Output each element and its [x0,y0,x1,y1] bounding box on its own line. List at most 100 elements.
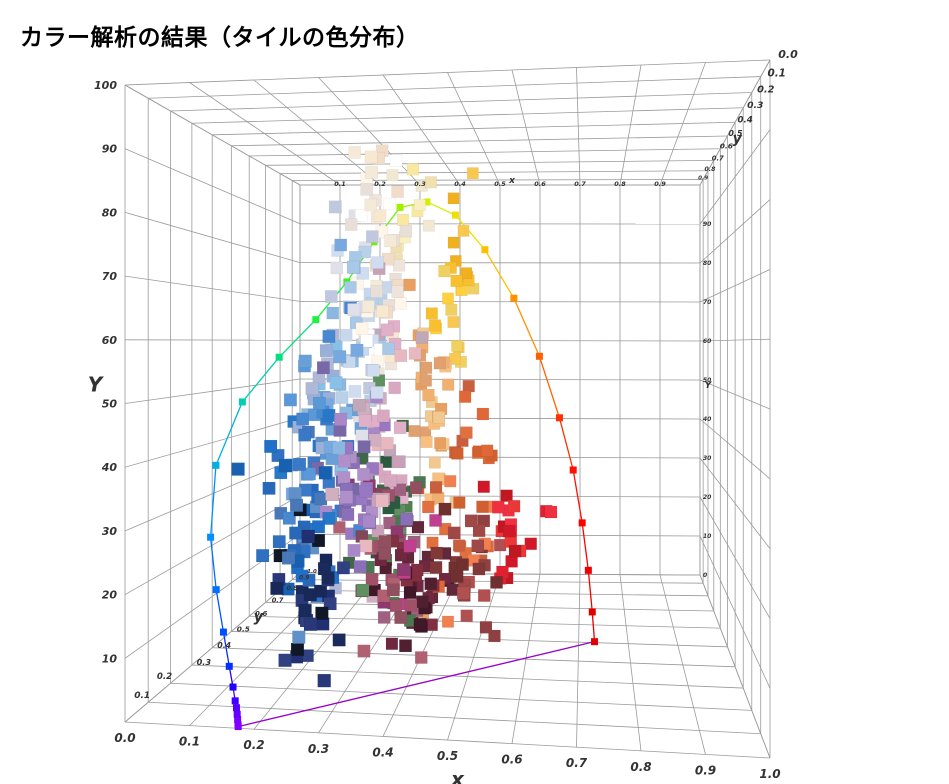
data-point [231,462,245,476]
data-point [403,539,417,553]
y-top-tick-label: 0.7 [712,154,724,162]
data-point [429,481,443,494]
x-tick-label: 0.4 [372,745,393,759]
Y-right-tick-label: 30 [703,455,711,462]
data-point [350,343,364,357]
data-point [393,421,407,435]
data-point [348,385,362,398]
x-top-tick-label: 0.5 [494,180,506,188]
data-point [394,349,408,363]
data-point [281,551,296,565]
data-point [424,577,438,591]
data-point [333,521,346,534]
data-point [262,481,276,495]
data-point [336,561,350,575]
x-axis-label-top: x [508,176,516,186]
data-point [481,444,494,457]
Y-tick-label: 50 [102,398,118,411]
data-point [447,236,460,249]
x-tick-label: 0.2 [243,738,264,752]
data-point [460,609,473,622]
data-point [378,535,392,549]
locus-marker [207,533,215,541]
data-point [424,176,437,189]
data-point [428,456,441,469]
data-point [264,439,278,453]
data-point [341,507,355,522]
tick-labels: 0.0 0.1 0.2 0.3 0.4 0.5 0.6 0.7 0.8 0.9 1.01020304… [94,48,798,781]
axis-labels: x Yy y x Y [88,131,743,784]
data-point [428,319,442,332]
locus-marker [212,586,220,594]
data-point [385,637,399,650]
data-point [283,393,297,407]
data-point [477,589,491,602]
data-point [272,535,286,549]
data-point [438,264,451,278]
data-point [422,500,435,514]
data-point [298,428,312,442]
locus-segment [513,297,540,357]
Y-right-tick-label: 40 [703,416,711,423]
data-point [357,644,371,658]
data-point [339,490,354,504]
data-point [457,225,470,237]
Y-right-tick-label: 0 [703,572,707,579]
data-point [479,621,493,634]
data-point [377,611,391,624]
locus-segment [454,214,486,251]
data-point [303,617,318,632]
locus-segment [591,611,596,642]
x-top-tick-label: 0.1 [334,180,346,188]
data-point [444,475,457,488]
data-point [346,260,360,274]
back-grid-line [299,378,701,381]
data-point [389,599,403,613]
y-tick-label: 0.9 [299,576,309,582]
data-point [312,396,326,410]
data-point [324,290,338,303]
data-point [347,303,361,317]
data-point [357,440,371,454]
locus-marker [231,697,239,705]
locus-segment [587,570,593,612]
locus-marker [510,294,518,302]
data-point [452,539,466,552]
locus-marker [481,246,489,254]
data-point [472,562,486,576]
x-top-tick-label: 0.8 [614,180,626,188]
right-grid-line [699,379,771,410]
data-point [383,474,397,487]
data-point [456,558,469,571]
grid-lines [124,59,771,759]
data-point [450,569,464,583]
data-point [302,573,316,587]
y-axis-label-top: y [733,131,743,147]
locus-segment [241,356,280,403]
data-point [375,494,389,508]
x-tick-label: 0.0 [114,731,135,745]
data-point [447,316,460,328]
locus-marker [275,353,283,361]
data-point [500,489,513,502]
data-point [425,307,438,320]
data-point [399,639,412,653]
data-point [298,354,312,368]
data-point [289,498,304,512]
left-grid-line [124,148,301,225]
ceiling-grid-line [249,148,721,157]
data-point [507,499,521,513]
y-top-tick-label: 0.3 [747,100,763,111]
x-tick-label: 0.8 [630,760,651,774]
data-point [391,185,404,198]
locus-marker [225,662,233,670]
data-point [462,379,475,393]
data-point [456,586,470,600]
locus-marker [238,398,246,406]
right-grid-line [699,199,771,264]
locus-marker [569,466,577,474]
locus-segment [209,465,217,538]
data-point [361,300,375,313]
data-point [508,544,522,558]
